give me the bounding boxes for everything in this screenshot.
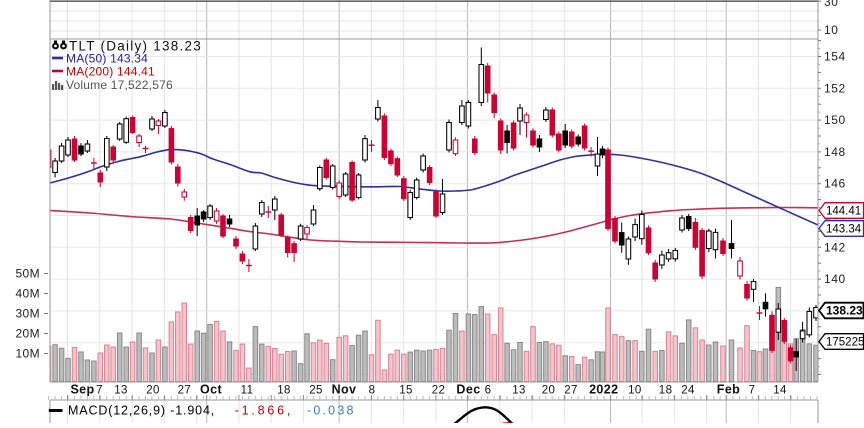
- svg-text:14: 14: [773, 385, 787, 397]
- svg-text:Volume 17,522,576: Volume 17,522,576: [66, 78, 173, 92]
- svg-text:Dec: Dec: [456, 383, 480, 397]
- svg-text:146: 146: [824, 177, 846, 191]
- svg-text:24: 24: [681, 385, 695, 397]
- svg-text:Oct: Oct: [200, 383, 222, 397]
- svg-text:27: 27: [178, 385, 192, 397]
- svg-text:22: 22: [432, 385, 446, 397]
- svg-text:7: 7: [96, 385, 103, 397]
- svg-text:Feb: Feb: [717, 383, 740, 397]
- svg-text:MA(200) 144.41: MA(200) 144.41: [66, 65, 155, 79]
- svg-text:20: 20: [146, 385, 160, 397]
- svg-text:MACD(12,26,9) -1.904,: MACD(12,26,9) -1.904,: [68, 404, 215, 418]
- svg-text:142: 142: [824, 240, 846, 254]
- svg-text:50M: 50M: [15, 267, 40, 281]
- svg-text:8: 8: [369, 385, 376, 397]
- svg-text:15: 15: [399, 385, 413, 397]
- svg-text:11: 11: [241, 385, 254, 397]
- svg-text:144.41: 144.41: [826, 206, 861, 218]
- svg-text:TLT (Daily) 138.23: TLT (Daily) 138.23: [69, 39, 202, 54]
- svg-text:25: 25: [309, 385, 323, 397]
- svg-text:7: 7: [749, 385, 756, 397]
- svg-text:Nov: Nov: [332, 383, 357, 397]
- svg-text:148: 148: [824, 145, 846, 159]
- svg-text:18: 18: [659, 385, 673, 397]
- svg-text:-1.866,: -1.866,: [235, 404, 294, 418]
- svg-text:10M: 10M: [15, 347, 40, 361]
- svg-text:138.23: 138.23: [826, 304, 863, 318]
- svg-text:152: 152: [824, 81, 846, 95]
- svg-text:20: 20: [542, 385, 556, 397]
- svg-text:10: 10: [824, 23, 839, 37]
- svg-text:20M: 20M: [15, 327, 40, 341]
- svg-text:Sep: Sep: [70, 383, 94, 397]
- svg-text:-0.038: -0.038: [307, 404, 356, 418]
- svg-text:10: 10: [628, 385, 642, 397]
- svg-text:13: 13: [512, 385, 526, 397]
- svg-text:154: 154: [824, 50, 846, 64]
- svg-text:150: 150: [824, 113, 846, 127]
- svg-text:30: 30: [824, 0, 839, 9]
- svg-text:MA(50) 143.34: MA(50) 143.34: [66, 52, 148, 66]
- svg-text:140: 140: [824, 272, 846, 286]
- svg-text:30M: 30M: [15, 307, 40, 321]
- svg-text:13: 13: [114, 385, 128, 397]
- svg-text:175225: 175225: [826, 337, 864, 349]
- svg-text:2022: 2022: [589, 383, 618, 397]
- svg-text:40M: 40M: [15, 287, 40, 301]
- svg-text:143.34: 143.34: [826, 224, 862, 236]
- svg-text:27: 27: [564, 385, 578, 397]
- svg-text:6: 6: [485, 385, 492, 397]
- svg-text:18: 18: [277, 385, 291, 397]
